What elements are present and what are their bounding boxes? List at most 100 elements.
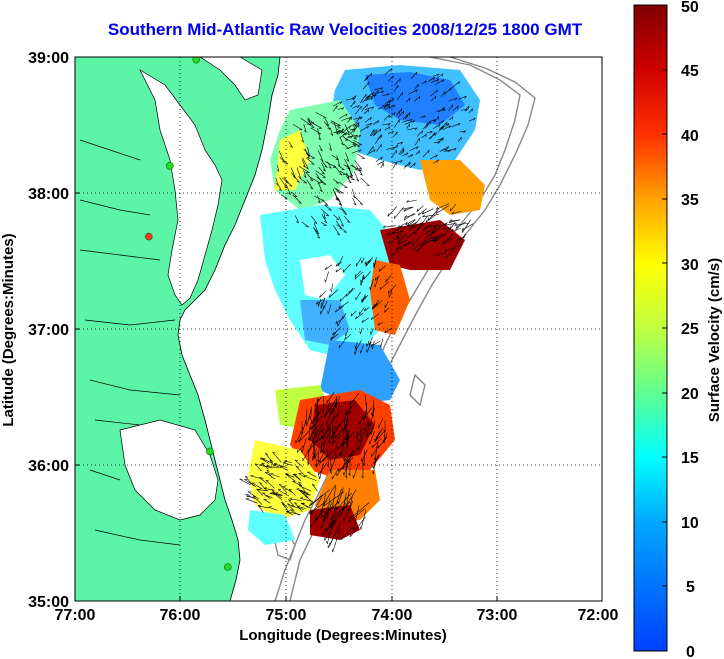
velocity-vector-head [273, 462, 278, 465]
velocity-vector-head [471, 108, 473, 112]
velocity-vector-head [265, 453, 269, 455]
velocity-vector [377, 322, 384, 326]
velocity-vector-head [298, 439, 300, 443]
velocity-vector [345, 175, 352, 183]
velocity-vector [425, 225, 438, 235]
velocity-vector [275, 493, 283, 496]
velocity-vector-head [463, 130, 466, 134]
velocity-vector [318, 428, 331, 441]
velocity-vector [277, 184, 282, 191]
velocity-vector [364, 116, 372, 123]
velocity-vector-head [317, 303, 319, 307]
velocity-vector [407, 219, 416, 227]
velocity-vector [298, 165, 310, 173]
velocity-vector [327, 526, 340, 549]
velocity-vector [392, 162, 397, 169]
velocity-vector [303, 169, 307, 178]
velocity-vector [302, 157, 309, 170]
y-tick-label: 38:00 [28, 186, 69, 203]
velocity-vector-head [303, 182, 307, 184]
velocity-vector [321, 214, 328, 224]
velocity-vector-head [355, 134, 358, 138]
velocity-vector-head [324, 221, 328, 224]
velocity-vector-head [352, 526, 354, 530]
velocity-vector-head [386, 232, 390, 236]
velocity-vector-head [326, 540, 328, 544]
velocity-vector [288, 499, 296, 508]
velocity-vector-head [425, 225, 428, 229]
velocity-vector-head [347, 221, 351, 223]
velocity-vector [364, 106, 374, 111]
velocity-vector [366, 149, 376, 155]
velocity-vector [428, 132, 437, 140]
velocity-vector-head [323, 183, 327, 185]
velocity-vector-head [444, 148, 448, 152]
velocity-vector-head [409, 161, 411, 165]
velocity-vector [418, 208, 427, 216]
velocity-vector [322, 519, 337, 536]
x-tick-label: 75:00 [266, 607, 307, 624]
velocity-vector-head [365, 433, 368, 437]
velocity-vector-head [349, 175, 353, 179]
velocity-vector [372, 129, 378, 134]
velocity-vector [310, 489, 330, 506]
velocity-vector-head [278, 188, 282, 191]
velocity-vector-head [436, 79, 439, 82]
velocity-vector-head [428, 150, 430, 154]
velocity-vector-head [355, 447, 358, 451]
velocity-vector-head [354, 144, 357, 148]
velocity-vector-head [358, 167, 363, 170]
velocity-vector [307, 147, 310, 157]
velocity-vector-head [444, 223, 447, 226]
velocity-vector [324, 520, 337, 541]
velocity-vector [338, 113, 348, 119]
velocity-vector [361, 257, 365, 264]
velocity-vector [372, 120, 379, 125]
velocity-vector-head [309, 445, 311, 449]
velocity-vector-head [366, 104, 368, 108]
velocity-vector [345, 431, 349, 449]
velocity-vector [343, 143, 349, 150]
velocity-vector [312, 427, 325, 441]
velocity-vector-head [383, 439, 385, 443]
velocity-vector [334, 488, 342, 511]
velocity-vector [310, 127, 321, 135]
velocity-vector-head [261, 462, 265, 465]
velocity-vector [356, 257, 362, 267]
velocity-vector [347, 429, 350, 447]
velocity-vector-head [353, 203, 357, 206]
velocity-vector [320, 208, 330, 217]
velocity-vector [431, 95, 437, 102]
velocity-vector [321, 298, 326, 306]
velocity-vector-head [362, 462, 365, 466]
velocity-vector-head [295, 465, 299, 468]
velocity-vector [344, 412, 349, 431]
velocity-vector [268, 506, 278, 511]
velocity-vector-head [355, 316, 357, 320]
velocity-vector [435, 203, 450, 210]
velocity-vector [393, 85, 399, 93]
velocity-vector [342, 263, 351, 273]
velocity-vector [285, 511, 294, 515]
x-tick-label: 72:00 [578, 607, 619, 624]
velocity-vector [436, 108, 446, 112]
velocity-vector-head [352, 97, 356, 101]
velocity-vector-head [335, 309, 337, 313]
velocity-vector [296, 167, 301, 179]
velocity-vector-head [334, 426, 336, 430]
velocity-vector-head [442, 241, 445, 245]
velocity-vector [389, 104, 396, 109]
velocity-vector-head [318, 476, 320, 480]
velocity-vector [250, 475, 264, 480]
velocity-vector-head [294, 502, 298, 504]
velocity-vector [398, 233, 407, 243]
velocity-vector [352, 141, 360, 147]
velocity-vector-head [427, 217, 430, 221]
velocity-vector-head [421, 130, 423, 134]
velocity-vector-head [345, 445, 349, 449]
velocity-vector [338, 487, 344, 505]
velocity-vector-head [305, 167, 309, 170]
velocity-vector-head [362, 297, 364, 301]
velocity-vector [430, 78, 439, 84]
velocity-vector [375, 156, 383, 163]
